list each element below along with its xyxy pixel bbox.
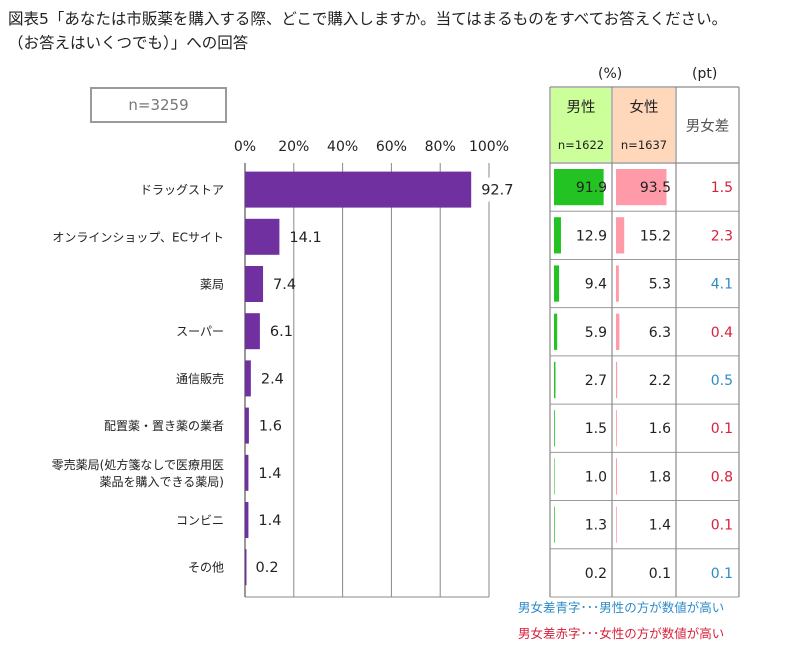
percent-unit-label: (%)	[598, 66, 623, 82]
female-value: 2.2	[649, 373, 671, 389]
male-n-label: n=1622	[558, 138, 604, 152]
category-label: ドラッグストア	[140, 183, 224, 197]
female-bar	[616, 458, 617, 495]
female-bar	[616, 361, 618, 399]
category-label: スーパー	[176, 325, 224, 339]
diff-value: 4.1	[711, 277, 733, 293]
category-label: 通信販売	[176, 371, 224, 386]
male-bar	[554, 506, 555, 543]
diff-value: 0.4	[711, 325, 733, 341]
bar	[245, 407, 249, 444]
category-label: 零売薬局(処方箋なしで医療用医	[52, 457, 224, 472]
x-tick-label: 40%	[327, 139, 358, 155]
x-tick-label: 100%	[469, 139, 509, 155]
data-label: 1.6	[259, 419, 282, 435]
category-label: 配置薬・置き薬の業者	[104, 419, 224, 433]
diff-value: 1.5	[711, 180, 733, 196]
data-label: 92.7	[481, 183, 513, 199]
note-red: 男女差赤字･･･女性の方が数値が高い	[518, 626, 725, 641]
bar	[245, 549, 247, 586]
diff-value: 0.5	[711, 373, 733, 389]
bar	[245, 171, 472, 208]
female-value: 6.3	[649, 325, 671, 341]
chart-title-line1: 図表5「あなたは市販薬を購入する際、どこで購入しますか。当てはまるものをすべてお…	[8, 10, 728, 28]
female-value: 0.1	[649, 566, 671, 582]
male-value: 0.2	[585, 566, 607, 582]
x-tick-label: 0%	[234, 139, 256, 155]
diff-header-label: 男女差	[686, 117, 730, 135]
female-n-label: n=1637	[621, 138, 667, 152]
male-bar	[554, 217, 561, 254]
data-label: 14.1	[289, 230, 321, 246]
bar	[245, 360, 251, 397]
male-bar	[554, 361, 556, 399]
category-label: その他	[188, 561, 224, 575]
category-label: オンラインショップ、ECサイト	[52, 230, 224, 244]
data-label: 7.4	[273, 277, 296, 293]
female-value: 93.5	[640, 180, 671, 196]
point-unit-label: (pt)	[692, 66, 718, 82]
bar	[245, 266, 264, 302]
male-value: 1.5	[585, 421, 607, 437]
data-label: 0.2	[255, 560, 278, 576]
female-bar	[616, 410, 617, 447]
bar	[245, 502, 249, 538]
sample-size-label: n=3259	[128, 96, 189, 114]
female-header-cell	[613, 88, 675, 162]
male-header-cell	[551, 88, 611, 162]
diff-value: 0.8	[711, 469, 733, 485]
female-header-label: 女性	[630, 98, 659, 116]
female-value: 15.2	[640, 228, 671, 244]
data-label: 6.1	[270, 324, 293, 340]
x-tick-label: 20%	[278, 139, 309, 155]
data-label: 1.4	[258, 513, 281, 529]
female-value: 1.4	[649, 518, 671, 534]
bar	[245, 313, 260, 350]
x-tick-label: 60%	[376, 139, 407, 155]
male-header-label: 男性	[567, 99, 596, 116]
female-bar	[616, 506, 617, 543]
male-value: 12.9	[576, 228, 607, 244]
male-value: 2.7	[585, 373, 607, 389]
category-label: 薬局	[200, 278, 224, 292]
category-label: 薬品を購入できる薬局)	[100, 475, 224, 489]
male-bar	[554, 265, 560, 302]
female-bar	[616, 169, 667, 206]
diff-value: 0.1	[711, 421, 733, 437]
female-bar	[616, 313, 620, 350]
data-label: 2.4	[261, 371, 284, 387]
bar	[245, 218, 280, 255]
data-label: 1.4	[258, 466, 281, 482]
male-bar	[554, 313, 558, 350]
chart-title-line2: （お答えはいくつでも）」への回答	[8, 34, 249, 52]
diff-value: 0.1	[711, 566, 733, 582]
male-value: 5.9	[585, 325, 607, 341]
female-bar	[616, 265, 619, 302]
male-value: 1.3	[585, 518, 607, 534]
female-value: 1.6	[649, 421, 671, 437]
diff-value: 0.1	[711, 518, 733, 534]
category-label: コンビニ	[176, 514, 224, 528]
male-value: 1.0	[585, 469, 607, 485]
male-bar	[554, 458, 555, 495]
data-label-bg	[474, 177, 521, 202]
male-bar	[554, 410, 555, 447]
diff-value: 2.3	[711, 228, 733, 244]
female-bar	[616, 217, 625, 254]
male-value: 9.4	[585, 277, 607, 293]
bar	[245, 454, 249, 491]
female-value: 1.8	[649, 469, 671, 485]
x-tick-label: 80%	[425, 139, 456, 155]
note-blue: 男女差青字･･･男性の方が数値が高い	[518, 600, 725, 615]
female-value: 5.3	[649, 277, 671, 293]
male-value: 91.9	[576, 180, 607, 196]
sample-size-box: n=3259	[90, 87, 227, 123]
male-bar	[554, 169, 604, 206]
